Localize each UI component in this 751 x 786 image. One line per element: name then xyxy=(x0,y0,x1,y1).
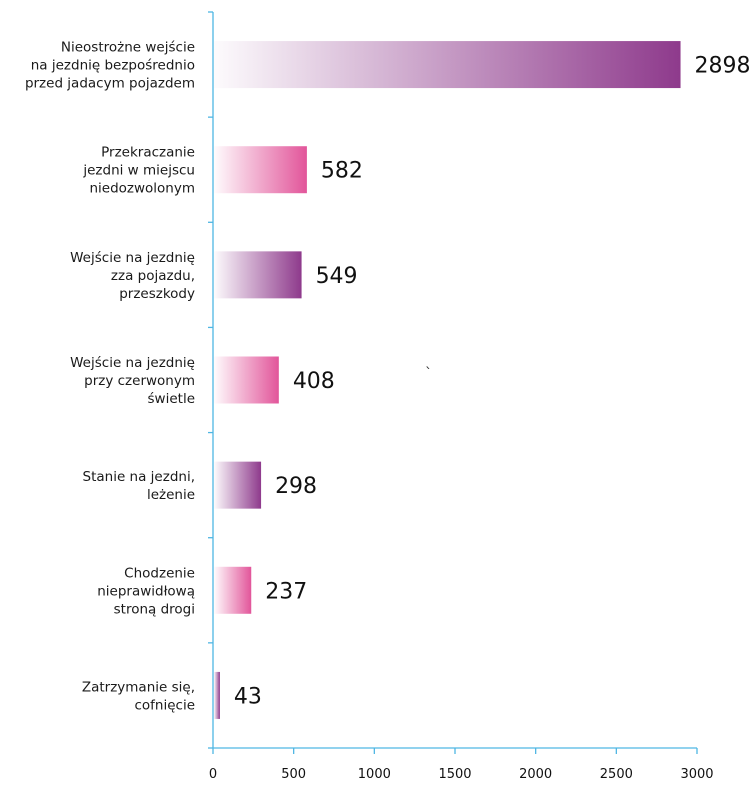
value-label: 582 xyxy=(321,159,363,184)
labels: 2898 Nieostrożne wejście na jezdnię bezpoś… xyxy=(25,40,751,714)
category-label-line: leżenie xyxy=(147,487,195,503)
category-label-line: Wejście na jezdnię xyxy=(70,250,195,266)
category-label-line: Przekraczanie xyxy=(101,145,195,161)
category-label: Zatrzymanie się, cofnięcie xyxy=(82,679,195,713)
category-label-line: przed jadacym pojazdem xyxy=(25,76,195,92)
category-label: Wejście na jezdnię przy czerwonym świetle xyxy=(70,355,195,407)
category-label-line: Chodzenie xyxy=(124,565,195,581)
category-label-line: przeszkody xyxy=(119,286,195,302)
x-tick-label: 3000 xyxy=(680,767,713,782)
category-label-line: zza pojazdu, xyxy=(111,268,195,284)
category-label-line: stroną drogi xyxy=(114,601,195,617)
category-label: Chodzenie nieprawidłową stroną drogi xyxy=(97,565,195,617)
value-label: 43 xyxy=(234,684,262,709)
x-tick-label: 2500 xyxy=(600,767,633,782)
value-label: 2898 xyxy=(695,54,751,79)
bar xyxy=(214,461,262,509)
value-label: 408 xyxy=(293,369,335,394)
bar xyxy=(214,566,252,614)
x-tick-label: 1500 xyxy=(438,767,471,782)
bar xyxy=(214,251,302,299)
bar xyxy=(214,41,681,89)
category-label: Przekraczanie jezdni w miejscu niedozwolon… xyxy=(82,145,195,197)
value-label: 549 xyxy=(316,264,358,289)
value-label: 298 xyxy=(275,474,317,499)
bar xyxy=(214,356,279,404)
x-tick-label: 1000 xyxy=(358,767,391,782)
category-label: Wejście na jezdnię zza pojazdu, przeszkody xyxy=(70,250,195,302)
bars xyxy=(214,41,681,719)
category-label-line: niedozwolonym xyxy=(89,181,195,197)
category-label-line: na jezdnię bezpośrednio xyxy=(31,58,195,74)
category-label-line: Stanie na jezdni, xyxy=(83,469,195,485)
value-label: 237 xyxy=(265,579,307,604)
category-label-line: cofnięcie xyxy=(134,697,195,713)
bar xyxy=(214,671,220,719)
category-label-line: Wejście na jezdnię xyxy=(70,355,195,371)
axes: 0 500 1000 1500 2000 2500 3000 xyxy=(208,11,714,782)
category-label: Nieostrożne wejście na jezdnię bezpośredn… xyxy=(25,40,195,92)
category-label: Stanie na jezdni, leżenie xyxy=(83,469,195,503)
category-label-line: świetle xyxy=(148,391,195,407)
x-tick-label: 2000 xyxy=(519,767,552,782)
category-label-line: nieprawidłową xyxy=(97,583,195,599)
bar xyxy=(214,146,307,194)
category-label-line: Nieostrożne wejście xyxy=(61,40,195,56)
category-label-line: jezdni w miejscu xyxy=(82,163,195,179)
category-label-line: przy czerwonym xyxy=(84,373,195,389)
x-tick-label: 500 xyxy=(281,767,306,782)
x-tick-label: 0 xyxy=(209,767,217,782)
category-label-line: Zatrzymanie się, xyxy=(82,679,195,695)
stray-mark-text: ` xyxy=(425,366,432,382)
